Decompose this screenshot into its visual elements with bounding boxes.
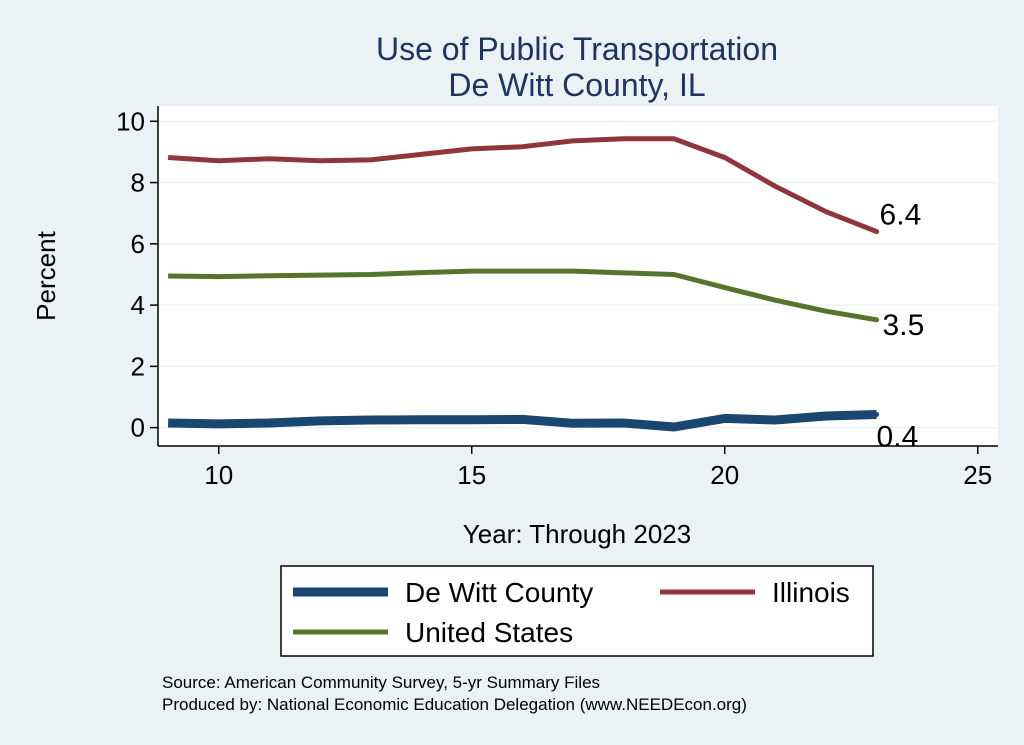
series-lines [167,136,880,432]
series-line-de-witt-county [168,410,877,432]
y-tick-label: 4 [131,290,145,320]
axes: 0 2 4 6 8 10 10 15 20 25 [116,106,998,490]
legend-box [280,565,874,657]
legend-label: United States [405,617,573,648]
end-labels: 0.4 6.4 3.5 [877,199,925,454]
x-axis-label: Year: Through 2023 [463,519,691,549]
y-tick-label: 0 [131,413,145,443]
y-tick-label: 10 [116,106,145,136]
y-tick-label: 6 [131,229,145,259]
end-point-marker [874,229,880,235]
y-tick-label: 8 [131,168,145,198]
end-value-label: 0.4 [877,420,919,453]
end-point-marker [874,317,880,323]
series-line-united-states [168,268,878,323]
x-tick-label: 10 [204,460,233,490]
source-note: Source: American Community Survey, 5-yr … [162,673,600,692]
x-tick-label: 20 [710,460,739,490]
y-axis-label: Percent [31,230,61,320]
legend: De Witt County Illinois United States [293,577,850,648]
end-value-label: 3.5 [883,309,925,342]
y-tick-label: 2 [131,351,145,381]
chart-subtitle: De Witt County, IL [448,67,705,103]
legend-label: Illinois [772,577,850,608]
chart-title: Use of Public Transportation [376,31,778,67]
end-value-label: 6.4 [880,199,922,232]
producer-note: Produced by: National Economic Education… [162,695,747,714]
series-line-illinois [167,136,878,234]
x-tick-label: 25 [963,460,992,490]
gridlines [158,120,998,429]
legend-label: De Witt County [405,577,593,608]
end-point-marker [874,411,880,417]
x-tick-label: 15 [457,460,486,490]
